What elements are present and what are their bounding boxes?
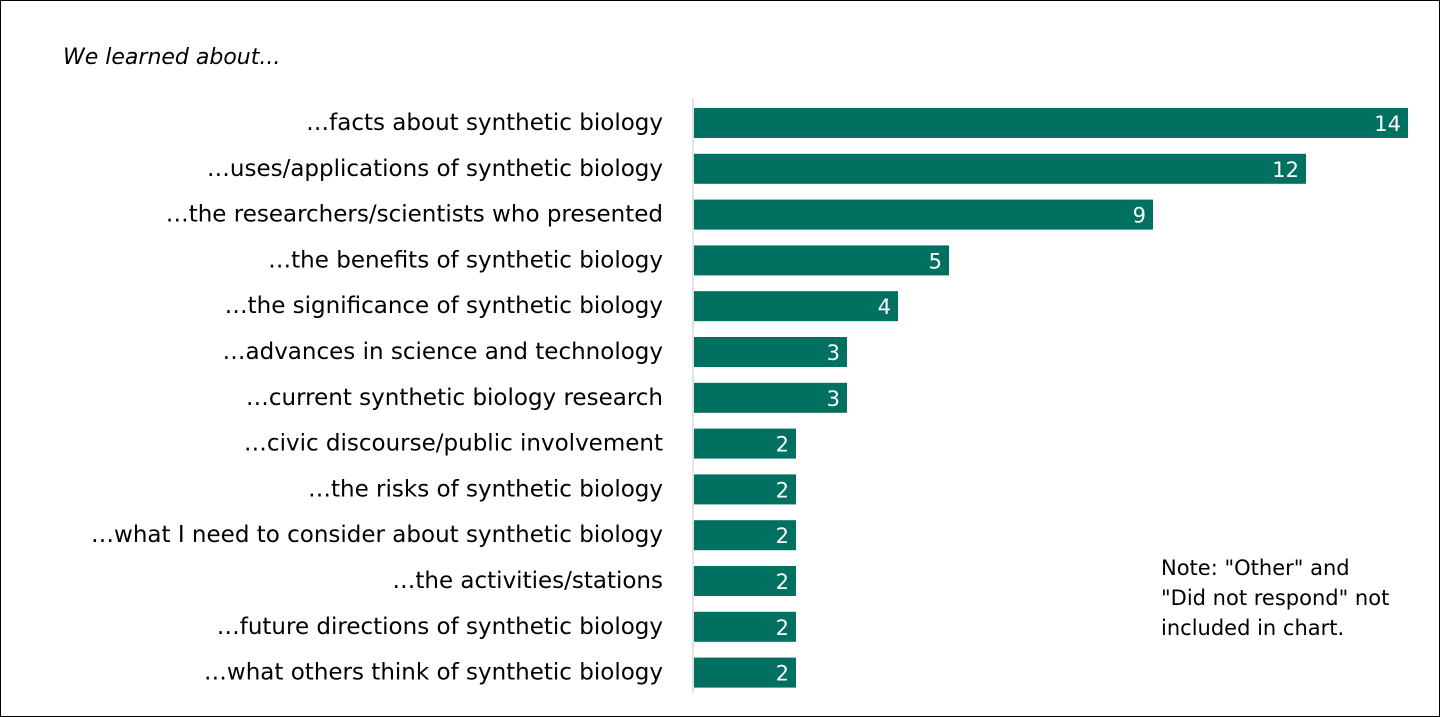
bar [694,108,1408,138]
bar [694,245,949,276]
bar [694,199,1153,230]
category-label: …the risks of synthetic biology [308,476,663,502]
data-label: 3 [827,387,840,411]
data-label: 12 [1272,158,1299,182]
bar [694,428,796,459]
category-label: …the benefits of synthetic biology [268,247,663,273]
category-label: …what I need to consider about synthetic… [91,522,663,548]
chart-title: We learned about... [63,45,281,70]
data-label: 2 [776,478,789,502]
category-label: …the activities/stations [392,568,663,594]
category-label: …advances in science and technology [223,339,664,365]
chart-note: Note: "Other" and "Did not respond" not … [1161,556,1390,640]
category-label: …future directions of synthetic biology [217,614,663,640]
data-label: 5 [929,249,942,273]
bar [694,474,796,505]
data-label: 3 [827,341,840,365]
bar [694,520,796,551]
data-label: 2 [776,616,789,640]
bar [694,566,796,596]
data-label: 2 [776,662,789,686]
data-label: 4 [878,295,891,319]
category-label: …current synthetic biology research [246,385,663,411]
category-label: …the significance of synthetic biology [225,293,663,319]
data-label: 2 [776,433,789,457]
category-label: …civic discourse/public involvement [244,431,663,457]
bar [694,611,796,642]
bar [694,291,898,322]
bar-series: …facts about synthetic biology 14 …uses/ap… [91,108,1408,688]
bar [694,382,847,413]
data-label: 2 [776,570,789,594]
bar [694,153,1306,184]
bar [694,337,847,367]
data-label: 14 [1374,112,1401,136]
data-label: 9 [1133,204,1146,228]
data-label: 2 [776,524,789,548]
bar [694,657,796,688]
category-label: …uses/applications of synthetic biology [207,156,663,182]
category-label: …what others think of synthetic biology [204,660,663,686]
category-label: …the researchers/scientists who presente… [166,202,663,228]
category-label: …facts about synthetic biology [306,110,663,136]
